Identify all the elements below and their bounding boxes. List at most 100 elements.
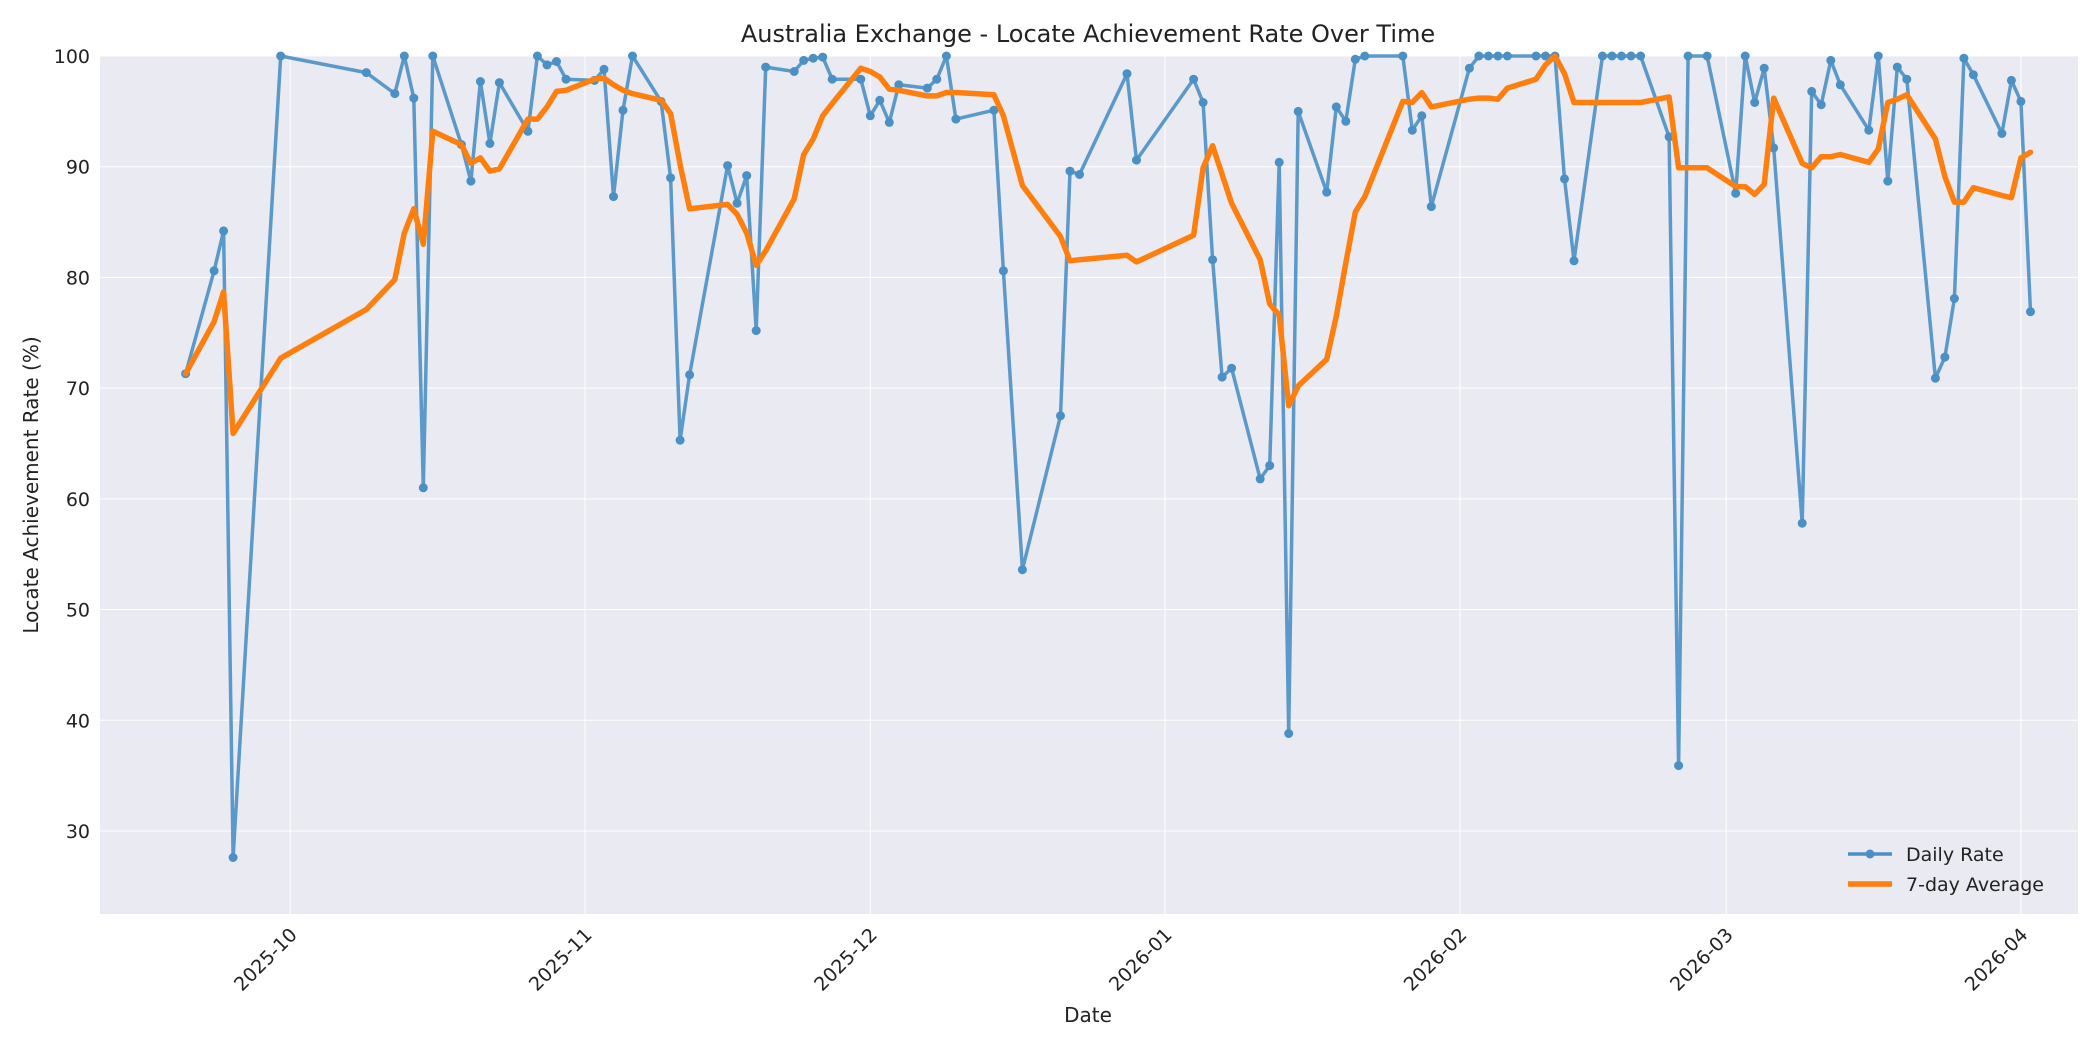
daily-rate-point xyxy=(1626,51,1636,61)
daily-rate-point xyxy=(751,326,761,336)
x-axis-label: Date xyxy=(1064,1003,1112,1027)
plot-area xyxy=(100,56,2078,914)
daily-rate-point xyxy=(818,52,828,62)
daily-rate-point xyxy=(1826,55,1836,65)
daily-rate-point xyxy=(1759,63,1769,73)
daily-rate-point xyxy=(1198,98,1208,107)
series-line-7-day-average xyxy=(182,53,2034,437)
legend-label-7-day-average: 7-day Average xyxy=(1906,874,2044,896)
daily-rate-point xyxy=(1674,761,1684,771)
daily-rate-point xyxy=(1816,100,1826,110)
daily-rate-point xyxy=(219,226,229,236)
y-tick-label: 40 xyxy=(66,710,90,732)
daily-rate-point xyxy=(1265,461,1275,471)
legend-label-daily-rate: Daily Rate xyxy=(1906,844,2004,866)
daily-rate-point xyxy=(532,51,542,61)
daily-rate-point xyxy=(494,78,504,88)
daily-rate-point xyxy=(523,126,533,136)
daily-rate-point xyxy=(1360,51,1370,61)
daily-rate-point xyxy=(1569,256,1579,266)
daily-rate-point xyxy=(390,89,400,99)
daily-rate-point xyxy=(1398,51,1408,61)
daily-rate-point xyxy=(1017,565,1027,575)
daily-rate-point xyxy=(951,114,961,124)
daily-rate-point xyxy=(808,53,818,63)
daily-rate-point xyxy=(1892,62,1902,72)
daily-rate-point xyxy=(1617,51,1626,61)
daily-rate-point xyxy=(1417,111,1427,121)
daily-rate-point xyxy=(1807,86,1817,96)
daily-rate-point xyxy=(276,51,286,61)
daily-rate-point xyxy=(1274,157,1284,167)
daily-rate-point xyxy=(361,68,371,78)
daily-rate-point xyxy=(875,95,885,105)
daily-rate-point xyxy=(723,161,733,171)
daily-rate-point xyxy=(466,176,476,186)
daily-rate-point xyxy=(1483,51,1493,61)
y-axis-label: Locate Achievement Rate (%) xyxy=(19,336,43,633)
daily-rate-point xyxy=(1075,170,1084,179)
daily-rate-point xyxy=(1683,51,1693,61)
daily-rate-point xyxy=(1122,69,1132,79)
y-tick-label: 60 xyxy=(66,489,90,511)
daily-rate-point xyxy=(1217,372,1227,382)
daily-rate-point xyxy=(418,483,428,493)
y-tick-label: 30 xyxy=(66,821,90,843)
daily-rate-point xyxy=(732,198,742,208)
daily-rate-point xyxy=(599,64,609,74)
daily-rate-point xyxy=(1293,106,1303,116)
daily-rate-point xyxy=(761,62,771,72)
daily-rate-point xyxy=(1598,51,1607,61)
daily-rate-point xyxy=(1426,202,1436,212)
x-tick-label: 2025-12 xyxy=(810,924,882,996)
daily-rate-point xyxy=(1227,363,1237,373)
daily-rate-point xyxy=(1341,116,1351,126)
daily-rate-point xyxy=(1056,411,1065,421)
daily-rate-point xyxy=(1702,51,1712,61)
daily-rate-point xyxy=(1740,51,1750,61)
daily-rate-point xyxy=(561,74,571,84)
daily-rate-point xyxy=(922,83,932,93)
legend: Daily Rate 7-day Average xyxy=(1848,844,2044,896)
daily-rate-point xyxy=(865,111,875,121)
daily-rate-point xyxy=(799,55,809,65)
daily-rate-point xyxy=(428,51,438,61)
y-tick-label: 90 xyxy=(66,157,90,179)
daily-rate-point xyxy=(1731,188,1741,198)
daily-rate-point xyxy=(685,370,695,380)
x-tick-label: 2025-10 xyxy=(230,924,302,996)
daily-rate-point xyxy=(989,105,999,115)
x-tick-label: 2026-02 xyxy=(1400,924,1472,996)
daily-rate-point xyxy=(998,266,1008,276)
daily-rate-point xyxy=(1750,98,1760,107)
daily-rate-point xyxy=(1407,125,1417,135)
daily-rate-point xyxy=(742,171,752,181)
daily-rate-point xyxy=(675,435,685,445)
daily-rate-point xyxy=(1464,63,1474,73)
daily-rate-point xyxy=(1132,155,1141,165)
daily-rate-point xyxy=(666,173,676,183)
daily-rate-point xyxy=(2006,75,2016,85)
daily-rate-point xyxy=(1873,51,1883,61)
daily-rate-point xyxy=(941,51,951,61)
daily-rate-point xyxy=(1189,74,1199,84)
daily-rate-point xyxy=(1949,294,1959,303)
daily-rate-point xyxy=(1541,51,1550,61)
daily-rate-point xyxy=(2016,96,2026,106)
daily-rate-point xyxy=(827,74,837,84)
daily-rate-point xyxy=(1502,51,1512,61)
daily-rate-point xyxy=(1769,143,1779,153)
x-tick-label: 2026-01 xyxy=(1105,924,1177,996)
x-tick-label: 2025-11 xyxy=(525,924,597,996)
daily-rate-point xyxy=(1940,352,1950,362)
daily-rate-point xyxy=(1474,51,1484,61)
daily-rate-point xyxy=(475,77,485,86)
daily-rate-point xyxy=(618,105,628,115)
x-axis-ticks: 2025-10 2025-11 2025-12 2026-01 2026-02 2026-… xyxy=(230,924,2032,996)
daily-rate-point xyxy=(2026,307,2035,317)
daily-rate-point xyxy=(1664,132,1674,142)
daily-rate-point xyxy=(1350,54,1360,64)
daily-rate-point xyxy=(1997,129,2007,138)
daily-rate-point xyxy=(1883,176,1893,186)
